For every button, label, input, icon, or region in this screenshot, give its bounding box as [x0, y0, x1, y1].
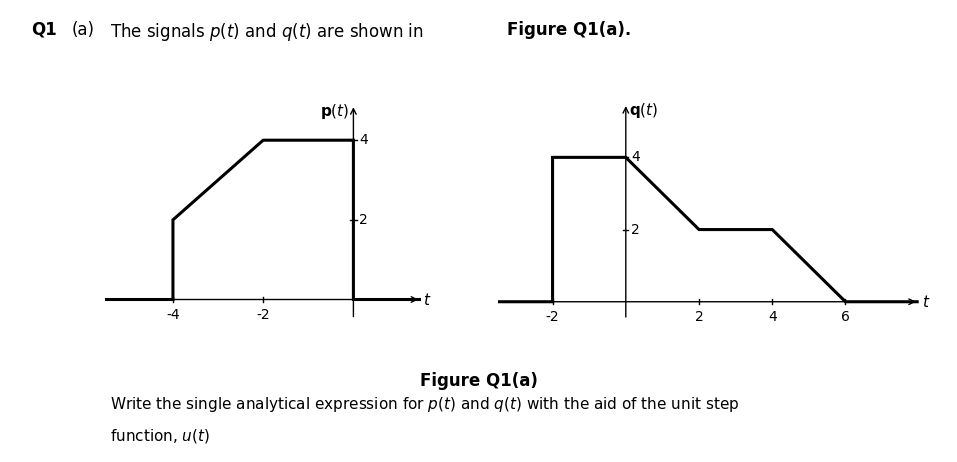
Text: $t$: $t$ — [423, 292, 432, 308]
Text: -4: -4 — [167, 308, 180, 322]
Text: (a): (a) — [72, 21, 95, 39]
Text: 4: 4 — [768, 310, 777, 324]
Text: Write the single analytical expression for $p(t)$ and $q(t)$ with the aid of the: Write the single analytical expression f… — [110, 395, 740, 414]
Text: $\mathbf{p}$$(t)$: $\mathbf{p}$$(t)$ — [321, 103, 350, 122]
Text: The signals $p(t)$ and $q(t)$ are shown in: The signals $p(t)$ and $q(t)$ are shown … — [110, 21, 425, 43]
Text: 2: 2 — [695, 310, 703, 324]
Text: $t$: $t$ — [923, 294, 931, 310]
Text: Q1: Q1 — [32, 21, 57, 39]
Text: 4: 4 — [632, 150, 640, 164]
Text: $\mathbf{q}$$(t)$: $\mathbf{q}$$(t)$ — [630, 102, 658, 121]
Text: function, $u(t)$: function, $u(t)$ — [110, 427, 211, 445]
Text: Figure Q1(a): Figure Q1(a) — [419, 372, 538, 390]
Text: -2: -2 — [256, 308, 270, 322]
Text: 2: 2 — [632, 223, 640, 237]
Text: 4: 4 — [359, 133, 367, 147]
Text: 2: 2 — [359, 213, 367, 227]
Text: 6: 6 — [841, 310, 850, 324]
Text: -2: -2 — [545, 310, 560, 324]
Text: Figure Q1(a).: Figure Q1(a). — [507, 21, 632, 39]
